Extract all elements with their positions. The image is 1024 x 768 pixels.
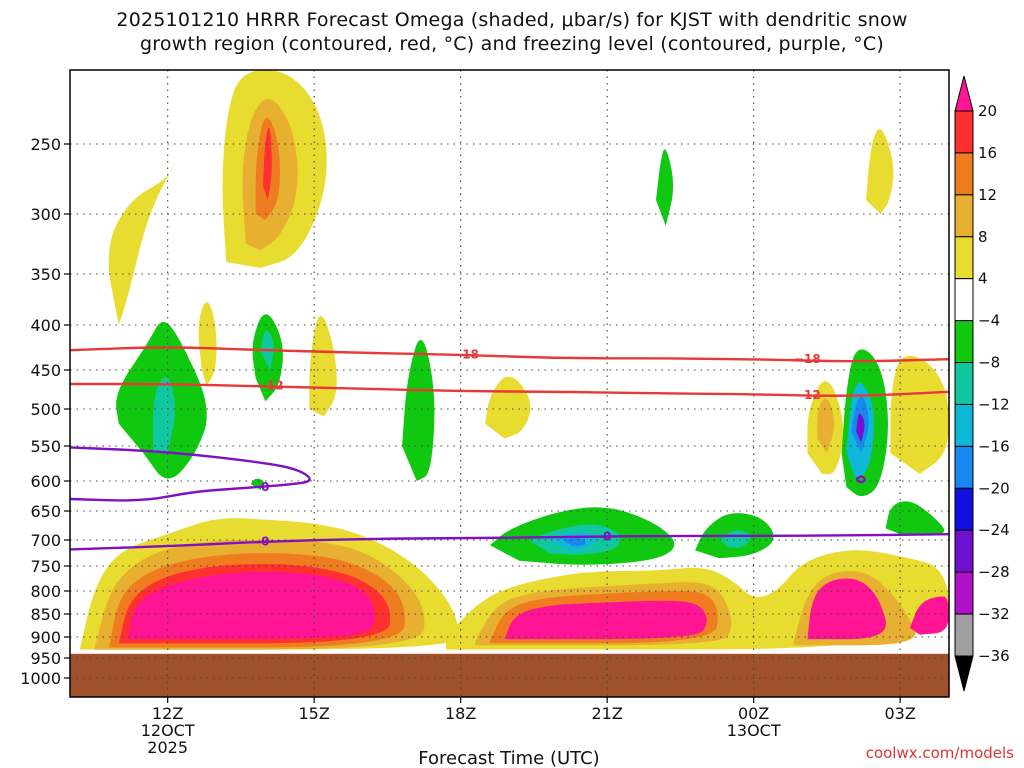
x-tick-label: 21Z <box>592 704 623 723</box>
y-tick-label: 550 <box>30 437 61 456</box>
y-tick-label: 950 <box>30 649 61 668</box>
y-tick-label: 350 <box>30 265 61 284</box>
y-tick-label: 1000 <box>20 669 61 688</box>
omega-region <box>128 571 375 640</box>
colorbar-label: −12 <box>978 395 1010 413</box>
y-tick-label: 850 <box>30 605 61 624</box>
y-tick-label: 750 <box>30 557 61 576</box>
contour-label: 0 <box>261 535 269 549</box>
colorbar-label: −4 <box>978 312 1000 330</box>
omega-region <box>153 377 175 453</box>
chart-title-line1: 2025101210 HRRR Forecast Omega (shaded, … <box>116 9 908 31</box>
y-tick-label: 450 <box>30 361 61 380</box>
omega-region <box>198 302 217 386</box>
omega-region <box>504 600 707 640</box>
omega-region <box>656 149 674 226</box>
omega-region <box>807 578 887 640</box>
colorbar-label: 12 <box>978 186 997 204</box>
omega-region <box>909 596 949 635</box>
x-axis-label: Forecast Time (UTC) <box>418 748 599 768</box>
omega-region <box>309 316 337 417</box>
colorbar-box <box>954 403 974 447</box>
y-tick-label: 300 <box>30 205 61 224</box>
colorbar-bottom-arrow <box>954 655 974 692</box>
y-tick-label: 650 <box>30 502 61 521</box>
colorbar-box <box>954 278 974 322</box>
omega-region <box>866 129 894 214</box>
omega-region <box>890 355 949 474</box>
colorbar-label: 8 <box>978 228 988 246</box>
contour-label: −18 <box>452 348 479 362</box>
omega-region <box>108 165 174 325</box>
contour-label: 0 <box>603 530 611 544</box>
grid-lines <box>70 70 949 697</box>
dendritic-contour <box>70 382 949 397</box>
colorbar-label: 4 <box>978 270 988 288</box>
colorbar-box <box>954 110 974 154</box>
freezing-level-contour <box>70 446 311 502</box>
contour-label: −12 <box>794 388 821 402</box>
omega-region <box>262 127 272 200</box>
colorbar-box <box>954 236 974 280</box>
freezing-level-contour <box>70 533 949 551</box>
colorbar-label: −24 <box>978 521 1010 539</box>
colorbar-box <box>954 613 974 657</box>
colorbar-label: 16 <box>978 144 997 162</box>
ground-layer <box>70 653 949 697</box>
contour-label: 0 <box>261 480 269 494</box>
omega-region <box>563 538 586 547</box>
site-credit: coolwx.com/models <box>865 744 1014 762</box>
colorbar-label: −20 <box>978 479 1010 497</box>
colorbar-box <box>954 194 974 238</box>
contour-labels: −18 −12 −18 −12 0 0 0 <box>257 348 821 549</box>
y-tick-label: 250 <box>30 135 61 154</box>
colorbar-label: −8 <box>978 354 1000 372</box>
colorbar-box <box>954 571 974 615</box>
y-tick-label: 700 <box>30 531 61 550</box>
x-tick-label: 03Z <box>885 704 916 723</box>
colorbar-box <box>954 320 974 364</box>
x-tick-label: 12Z <box>152 704 183 723</box>
x-tick-year: 2025 <box>147 738 188 757</box>
colorbar-label: −32 <box>978 605 1010 623</box>
omega-region <box>856 413 865 443</box>
dendritic-contour <box>70 346 949 363</box>
terrain-fill <box>70 653 949 697</box>
x-tick-label: 00Z <box>738 704 769 723</box>
plot-frame <box>69 69 950 698</box>
y-tick-label: 600 <box>30 472 61 491</box>
y-axis: 250 300 350 400 450 500 550 600 650 700 750 800 850 9… <box>20 135 70 688</box>
colorbar-box <box>954 529 974 573</box>
colorbar-box <box>954 362 974 405</box>
colorbar-box <box>954 152 974 196</box>
freezing-level-contour <box>855 475 866 484</box>
y-tick-label: 400 <box>30 316 61 335</box>
colorbar-label: 20 <box>978 102 997 120</box>
contour-label: −18 <box>794 352 821 366</box>
x-tick-date: 12OCT <box>141 721 195 740</box>
colorbar-top-arrow <box>954 75 974 112</box>
x-tick-label: 15Z <box>299 704 330 723</box>
colorbar-label: −36 <box>978 647 1010 665</box>
colorbar-box <box>954 445 974 489</box>
x-tick-label: 18Z <box>445 704 476 723</box>
x-tick-date: 13OCT <box>727 721 781 740</box>
contour-lines <box>70 346 949 551</box>
y-tick-label: 800 <box>30 582 61 601</box>
contour-label: −12 <box>257 379 284 393</box>
colorbar: 20 16 12 8 4 −4 −8 −12 −16 −20 −24 −28 −32 −36 <box>954 75 1010 692</box>
omega-region <box>817 398 835 453</box>
colorbar-box <box>954 487 974 531</box>
chart-title-line2: growth region (contoured, red, °C) and f… <box>140 33 884 55</box>
omega-region <box>402 339 435 481</box>
colorbar-label: −16 <box>978 437 1010 455</box>
colorbar-label: −28 <box>978 563 1010 581</box>
y-tick-label: 500 <box>30 400 61 419</box>
y-tick-label: 900 <box>30 628 61 647</box>
